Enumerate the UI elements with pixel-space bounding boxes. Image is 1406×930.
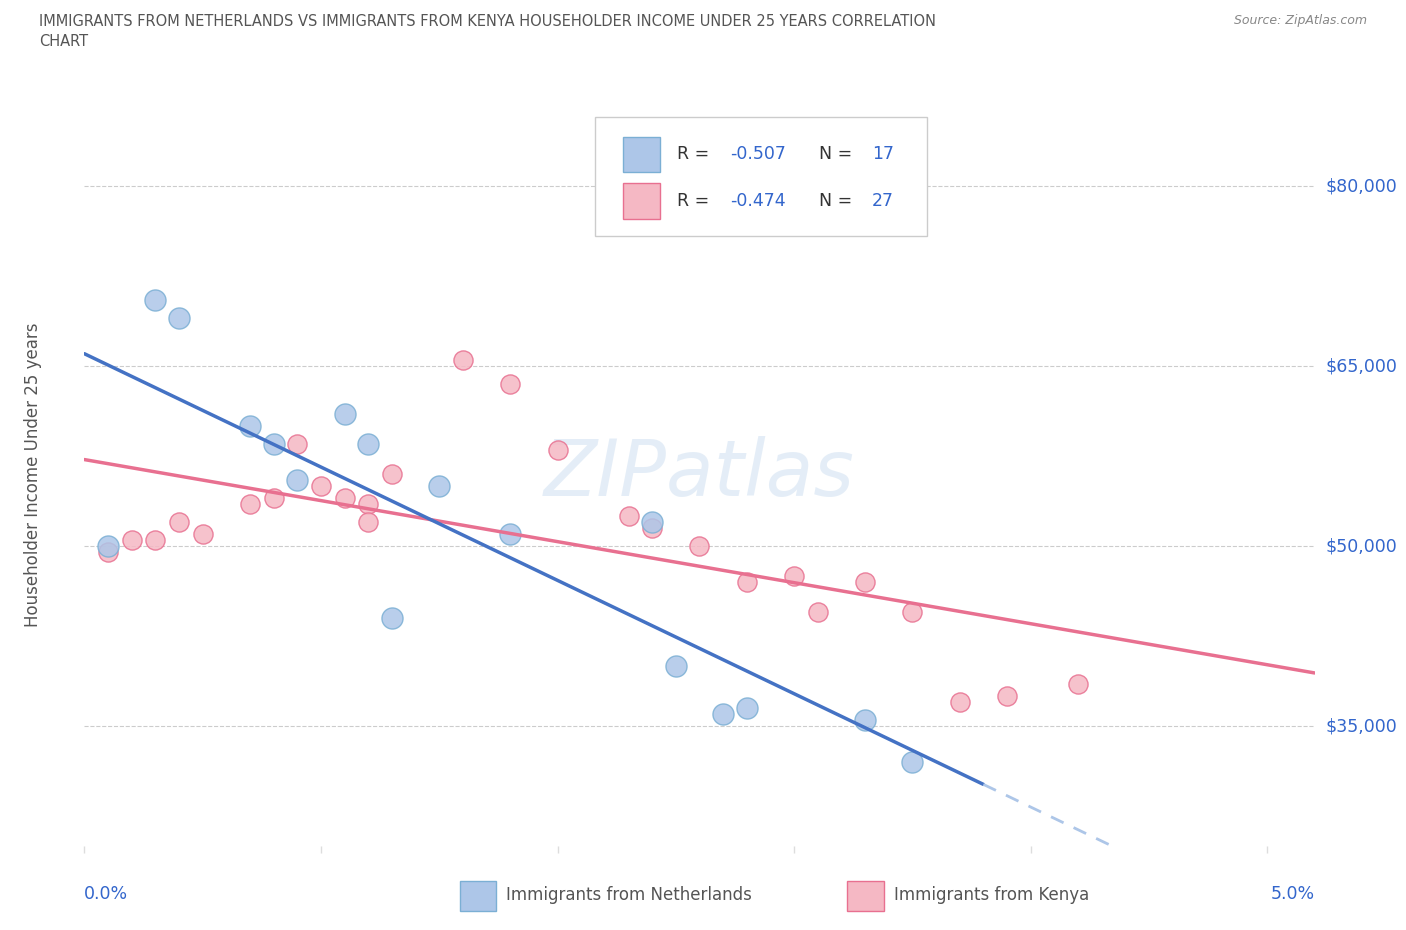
- Point: [735, 575, 758, 590]
- Text: $50,000: $50,000: [1326, 538, 1398, 555]
- Text: Immigrants from Netherlands: Immigrants from Netherlands: [506, 885, 752, 904]
- Point: [547, 443, 569, 458]
- Text: CHART: CHART: [39, 34, 89, 49]
- Point: [807, 604, 830, 619]
- Point: [285, 437, 308, 452]
- Point: [143, 293, 166, 308]
- Text: Immigrants from Kenya: Immigrants from Kenya: [894, 885, 1090, 904]
- Text: 5.0%: 5.0%: [1271, 885, 1315, 903]
- Text: -0.507: -0.507: [730, 145, 786, 164]
- Point: [901, 604, 924, 619]
- Point: [333, 406, 356, 421]
- Point: [191, 527, 214, 542]
- Point: [427, 479, 450, 494]
- Point: [381, 467, 404, 482]
- FancyBboxPatch shape: [623, 137, 661, 172]
- FancyBboxPatch shape: [848, 882, 884, 911]
- Point: [263, 491, 285, 506]
- Point: [499, 377, 522, 392]
- Text: ZIPatlas: ZIPatlas: [544, 436, 855, 512]
- Text: Source: ZipAtlas.com: Source: ZipAtlas.com: [1233, 14, 1367, 27]
- Point: [641, 521, 664, 536]
- Point: [285, 472, 308, 487]
- Point: [167, 515, 190, 530]
- Point: [97, 545, 120, 560]
- Point: [853, 575, 876, 590]
- Point: [735, 701, 758, 716]
- Point: [995, 689, 1018, 704]
- Point: [711, 707, 734, 722]
- Point: [357, 437, 380, 452]
- Point: [641, 515, 664, 530]
- Point: [689, 538, 711, 553]
- Point: [853, 713, 876, 728]
- Point: [239, 418, 262, 433]
- Point: [121, 533, 143, 548]
- Point: [357, 515, 380, 530]
- Point: [143, 533, 166, 548]
- Text: R =: R =: [678, 193, 710, 210]
- Point: [97, 538, 120, 553]
- Text: -0.474: -0.474: [730, 193, 786, 210]
- Point: [381, 611, 404, 626]
- Text: N =: N =: [818, 193, 852, 210]
- Point: [901, 755, 924, 770]
- FancyBboxPatch shape: [460, 882, 496, 911]
- Point: [451, 352, 474, 367]
- Point: [309, 479, 332, 494]
- Point: [333, 491, 356, 506]
- Point: [499, 527, 522, 542]
- Text: 27: 27: [872, 193, 894, 210]
- Text: Householder Income Under 25 years: Householder Income Under 25 years: [24, 322, 42, 627]
- FancyBboxPatch shape: [595, 117, 927, 236]
- Text: IMMIGRANTS FROM NETHERLANDS VS IMMIGRANTS FROM KENYA HOUSEHOLDER INCOME UNDER 25: IMMIGRANTS FROM NETHERLANDS VS IMMIGRANT…: [39, 14, 936, 29]
- Point: [783, 569, 806, 584]
- Point: [617, 509, 640, 524]
- Point: [263, 437, 285, 452]
- Text: 0.0%: 0.0%: [84, 885, 128, 903]
- Point: [1067, 677, 1090, 692]
- Text: $35,000: $35,000: [1326, 717, 1398, 736]
- Text: $65,000: $65,000: [1326, 357, 1398, 376]
- Point: [949, 695, 972, 710]
- Point: [357, 497, 380, 512]
- FancyBboxPatch shape: [623, 183, 661, 219]
- Point: [167, 311, 190, 325]
- Point: [239, 497, 262, 512]
- Point: [665, 658, 688, 673]
- Text: $80,000: $80,000: [1326, 178, 1398, 195]
- Text: 17: 17: [872, 145, 894, 164]
- Text: R =: R =: [678, 145, 710, 164]
- Text: N =: N =: [818, 145, 852, 164]
